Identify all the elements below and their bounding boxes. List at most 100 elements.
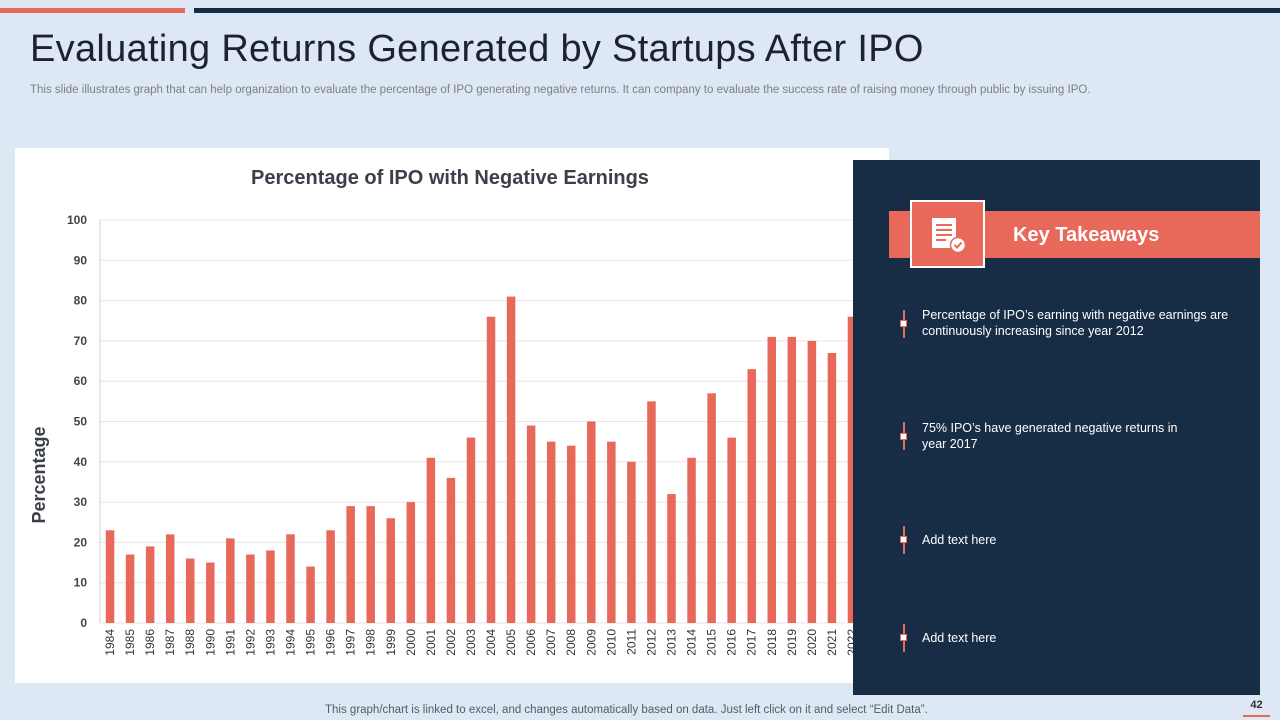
x-tick-label: 1992 <box>243 629 257 656</box>
x-tick-labels: 1984 1985 1986 1987 1988 1990 1991 1992 1993 1994… <box>103 629 859 656</box>
takeaway-dot-2 <box>900 433 907 440</box>
bar-1991 <box>226 538 235 623</box>
bar-1988 <box>185 558 195 623</box>
x-tick-label: 1994 <box>284 629 298 656</box>
bar-2005 <box>506 296 516 623</box>
takeaway-dot-1 <box>900 320 907 327</box>
x-tick-label: 1984 <box>103 629 117 656</box>
y-tick-label: 50 <box>74 415 88 429</box>
y-tick-label: 40 <box>74 455 88 469</box>
x-tick-label: 2005 <box>504 629 518 656</box>
bar-2014 <box>687 457 696 623</box>
y-axis-label: Percentage <box>29 426 49 523</box>
bar-2004 <box>486 316 496 623</box>
takeaway-dot-3 <box>900 536 907 543</box>
bar-1984 <box>105 530 115 623</box>
x-tick-label: 2008 <box>564 629 578 656</box>
x-tick-label: 1996 <box>324 629 338 656</box>
x-tick-label: 2013 <box>665 629 679 656</box>
x-tick-label: 2006 <box>524 629 538 656</box>
bars <box>105 296 857 623</box>
x-tick-label: 2004 <box>484 629 498 656</box>
bar-1990 <box>206 562 215 623</box>
bar-1986 <box>145 546 155 623</box>
bar-1985 <box>125 554 135 623</box>
x-tick-label: 2000 <box>404 629 418 656</box>
bar-1992 <box>246 554 255 623</box>
bar-1995 <box>306 566 315 623</box>
bar-2016 <box>727 437 736 623</box>
x-tick-label: 2018 <box>765 629 779 656</box>
document-check-icon <box>932 218 966 254</box>
x-tick-label: 1998 <box>364 629 378 656</box>
chart-title: Percentage of IPO with Negative Earnings <box>251 167 649 189</box>
chart-card[interactable]: Percentage of IPO with Negative Earnings… <box>15 148 889 683</box>
bar-1987 <box>165 534 175 623</box>
y-tick-label: 10 <box>74 576 88 590</box>
bar-2000 <box>406 502 416 623</box>
y-tick-label: 20 <box>74 535 88 549</box>
takeaway-item-1: Percentage of IPO’s earning with negativ… <box>922 308 1229 338</box>
bar-2009 <box>587 421 596 623</box>
x-tick-label: 2010 <box>604 629 618 656</box>
x-tick-label: 2009 <box>584 629 598 656</box>
x-tick-label: 2021 <box>825 629 839 656</box>
takeaway-item-2: 75% IPO’s have generated negative return… <box>922 421 1178 451</box>
top-accent-bar-red <box>0 8 185 13</box>
x-tick-label: 1991 <box>223 629 237 656</box>
x-tick-label: 1997 <box>344 629 358 656</box>
x-tick-label: 2020 <box>805 629 819 656</box>
x-tick-label: 2012 <box>644 629 658 656</box>
bar-1998 <box>366 506 375 623</box>
x-tick-label: 2017 <box>745 629 759 656</box>
x-tick-label: 2003 <box>464 629 478 656</box>
page-number: 42 <box>1243 699 1270 717</box>
x-tick-label: 1985 <box>123 629 137 656</box>
x-tick-label: 2001 <box>424 629 438 656</box>
bar-2008 <box>566 445 576 623</box>
footer-note: This graph/chart is linked to excel, and… <box>325 704 928 716</box>
y-tick-label: 30 <box>74 495 88 509</box>
bar-2002 <box>446 477 456 623</box>
page-subtitle: This slide illustrates graph that can he… <box>30 84 1091 96</box>
x-tick-label: 2019 <box>785 629 799 656</box>
bar-2020 <box>807 340 817 623</box>
x-tick-label: 2002 <box>444 629 458 656</box>
bar-2015 <box>707 393 716 623</box>
bar-2011 <box>627 461 636 623</box>
x-tick-label: 2011 <box>624 629 638 655</box>
takeaways-title: Key Takeaways <box>1013 224 1160 246</box>
bar-1997 <box>346 506 355 623</box>
bar-2017 <box>747 369 756 623</box>
bar-1993 <box>266 550 275 623</box>
x-tick-label: 2016 <box>725 629 739 656</box>
y-tick-label: 80 <box>74 294 88 308</box>
bar-2007 <box>546 441 556 623</box>
top-accent-bar-navy <box>194 8 1280 13</box>
bar-2006 <box>526 425 536 623</box>
x-tick-label: 2014 <box>685 629 699 656</box>
page-title: Evaluating Returns Generated by Startups… <box>30 28 924 70</box>
bar-2003 <box>466 437 476 623</box>
y-tick-label: 100 <box>67 213 87 227</box>
bar-chart[interactable]: Percentage of IPO with Negative Earnings… <box>15 148 889 683</box>
x-tick-label: 2007 <box>544 629 558 656</box>
bar-2001 <box>426 457 436 623</box>
x-tick-label: 1988 <box>183 629 197 656</box>
bar-2018 <box>767 336 777 623</box>
x-tick-label: 2015 <box>705 629 719 656</box>
bar-2022 <box>847 316 857 623</box>
y-tick-label: 0 <box>80 616 87 630</box>
bar-1999 <box>386 518 396 623</box>
bar-2013 <box>667 494 676 623</box>
bar-2021 <box>827 352 837 623</box>
takeaways-icon-box <box>910 200 985 268</box>
bar-2019 <box>787 336 797 623</box>
takeaway-dot-4 <box>900 634 907 641</box>
x-tick-label: 1995 <box>304 629 318 656</box>
takeaway-item-4: Add text here <box>922 631 997 645</box>
x-tick-label: 1999 <box>384 629 398 656</box>
bar-1996 <box>326 530 335 623</box>
x-tick-label: 1993 <box>263 629 277 656</box>
y-tick-label: 90 <box>74 253 88 267</box>
